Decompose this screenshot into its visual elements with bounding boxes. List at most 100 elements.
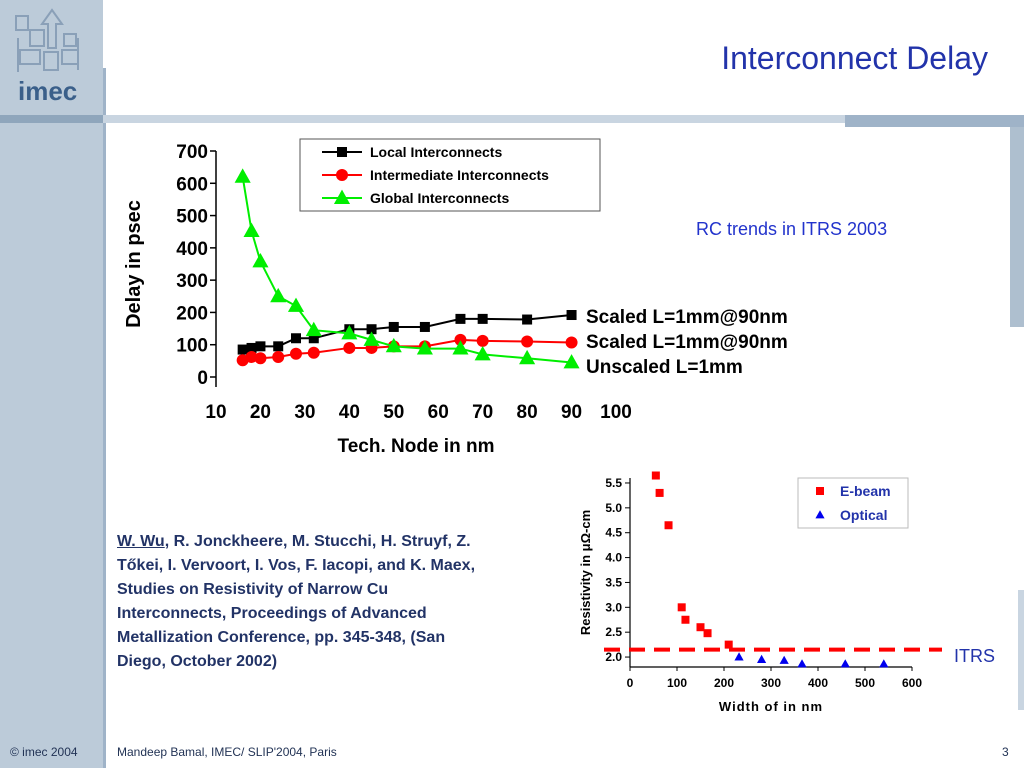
data-point bbox=[879, 659, 889, 668]
legend-marker bbox=[816, 487, 824, 495]
y-tick-label: 5.0 bbox=[605, 501, 622, 515]
legend-marker bbox=[815, 510, 825, 519]
x-tick-label: 80 bbox=[517, 402, 538, 423]
data-point bbox=[703, 629, 712, 638]
data-point bbox=[291, 333, 301, 344]
x-tick-label: 300 bbox=[761, 676, 781, 690]
data-point bbox=[243, 222, 260, 238]
x-tick-label: 70 bbox=[472, 402, 493, 423]
legend-marker bbox=[333, 189, 351, 204]
x-tick-label: 400 bbox=[808, 676, 828, 690]
legend: Local Interconnects Intermediate Intercon… bbox=[299, 138, 601, 212]
y-tick-label: 400 bbox=[176, 239, 208, 260]
right-shadow-bar bbox=[1010, 127, 1024, 327]
y-axis-label: Delay in psec bbox=[123, 200, 145, 328]
top-divider-accent bbox=[845, 115, 1024, 127]
x-tick-label: 0 bbox=[627, 676, 634, 690]
data-point bbox=[563, 354, 580, 369]
footer-page-number: 3 bbox=[1002, 745, 1009, 759]
data-point bbox=[366, 324, 377, 335]
data-point bbox=[474, 346, 491, 361]
logo-text: imec bbox=[18, 76, 78, 106]
data-point bbox=[454, 333, 467, 346]
footer-copyright: © imec 2004 bbox=[10, 745, 78, 759]
data-point bbox=[566, 310, 577, 321]
legend: E-beam Optical bbox=[797, 477, 909, 529]
itrs-label: ITRS bbox=[954, 646, 996, 666]
x-tick-label: 600 bbox=[902, 676, 922, 690]
rc-trends-note: RC trends in ITRS 2003 bbox=[696, 219, 888, 239]
x-tick-label: 60 bbox=[428, 402, 449, 423]
left-edge-bar bbox=[103, 68, 106, 768]
data-point bbox=[290, 347, 302, 360]
x-tick-label: 30 bbox=[294, 402, 315, 423]
left-band-divider bbox=[0, 115, 103, 123]
x-tick-label: 90 bbox=[561, 402, 582, 423]
data-point bbox=[476, 334, 489, 347]
x-axis-label: Width of in nm bbox=[719, 699, 823, 714]
y-tick-label: 2.5 bbox=[605, 625, 622, 639]
y-tick-label: 300 bbox=[176, 271, 208, 292]
data-point bbox=[307, 346, 320, 359]
citation-author[interactable]: W. Wu bbox=[117, 533, 165, 550]
left-band bbox=[0, 0, 103, 768]
data-point bbox=[724, 640, 733, 649]
data-point bbox=[651, 471, 660, 480]
x-tick-label: 20 bbox=[250, 402, 271, 423]
y-tick-label: 500 bbox=[176, 207, 208, 228]
legend-entry: Global Interconnects bbox=[370, 190, 509, 206]
data-point bbox=[254, 352, 267, 365]
series-end-label: Unscaled L=1mm bbox=[586, 357, 743, 378]
data-point bbox=[255, 341, 266, 352]
y-tick-label: 100 bbox=[176, 336, 208, 357]
data-point bbox=[287, 297, 305, 312]
legend-marker bbox=[336, 169, 348, 181]
data-point bbox=[521, 335, 534, 348]
data-point bbox=[677, 603, 686, 612]
data-point bbox=[273, 341, 284, 352]
series-end-label: Scaled L=1mm@90nm bbox=[586, 332, 788, 353]
x-tick-label: 50 bbox=[383, 402, 404, 423]
data-point bbox=[452, 340, 469, 355]
data-point bbox=[246, 342, 257, 353]
x-tick-label: 100 bbox=[600, 402, 632, 423]
y-tick-label: 200 bbox=[176, 303, 208, 324]
y-tick-label: 0 bbox=[197, 368, 208, 389]
data-point bbox=[455, 313, 466, 324]
data-point bbox=[664, 521, 673, 530]
y-tick-label: 3.0 bbox=[605, 600, 622, 614]
data-point bbox=[234, 168, 251, 183]
x-tick-label: 40 bbox=[339, 402, 360, 423]
data-point bbox=[779, 655, 789, 664]
data-point bbox=[237, 344, 248, 355]
data-point bbox=[565, 336, 578, 349]
data-point bbox=[840, 659, 850, 668]
data-point bbox=[343, 341, 356, 354]
data-point bbox=[341, 325, 358, 340]
right-shadow-bar-lower bbox=[1018, 590, 1024, 710]
resistivity-plot: 2.0 2.5 3.0 3.5 4.0 4.5 5.0 5.5 0 100 200 300 400 500… bbox=[578, 471, 942, 714]
data-point bbox=[477, 313, 488, 324]
data-point bbox=[696, 623, 705, 632]
imec-logo-icon bbox=[15, 8, 79, 72]
data-point bbox=[363, 331, 380, 346]
series-end-label: Scaled L=1mm@90nm bbox=[586, 307, 788, 328]
data-point bbox=[308, 333, 319, 344]
data-point bbox=[245, 350, 258, 363]
y-tick-label: 700 bbox=[176, 142, 208, 163]
y-tick-label: 2.0 bbox=[605, 650, 622, 664]
data-point bbox=[522, 314, 533, 325]
data-point bbox=[305, 321, 322, 337]
data-point bbox=[681, 615, 690, 624]
y-axis-label: Resistivity in μΩ-cm bbox=[578, 510, 593, 635]
data-point bbox=[416, 340, 433, 355]
data-point bbox=[519, 349, 536, 365]
data-point bbox=[270, 287, 287, 303]
data-point bbox=[655, 488, 664, 497]
citation: W. Wu, R. Jonckheere, M. Stucchi, H. Str… bbox=[117, 530, 497, 674]
legend-entry: Optical bbox=[840, 507, 887, 523]
legend-entry: Local Interconnects bbox=[370, 144, 502, 160]
y-tick-label: 600 bbox=[176, 174, 208, 195]
y-tick-label: 3.5 bbox=[605, 575, 622, 589]
